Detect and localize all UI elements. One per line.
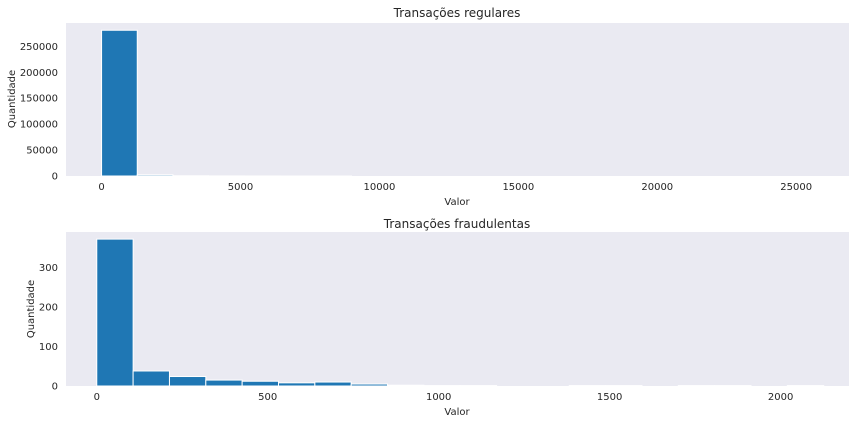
y-tick-label: 300 <box>39 263 58 274</box>
x-tick-label: 10000 <box>364 182 396 193</box>
x-tick-label: 5000 <box>228 182 253 193</box>
y-tick-label: 100000 <box>20 120 58 131</box>
x-tick-label: 1500 <box>597 392 622 403</box>
y-tick-label: 0 <box>52 172 58 183</box>
panel-fraud: Transações fraudulentas 0 500 1000 1500 2000… <box>26 217 849 418</box>
x-axis-label-fraud: Valor <box>444 407 470 418</box>
plot-area-regular <box>66 23 849 176</box>
y-tick-label: 50000 <box>26 146 58 157</box>
y-tick-label: 200000 <box>20 68 58 79</box>
histogram-bar <box>387 384 425 387</box>
x-tick-label: 1000 <box>426 392 451 403</box>
x-tick-label: 500 <box>258 392 277 403</box>
plot-area-fraud <box>66 232 849 386</box>
histogram-bar <box>168 376 207 387</box>
y-tick-label: 150000 <box>20 94 58 105</box>
histogram-bar <box>314 381 352 387</box>
histogram-bar <box>132 370 170 387</box>
histogram-bar <box>96 238 134 387</box>
histogram-bar <box>241 380 280 387</box>
x-axis-label-regular: Valor <box>444 197 470 208</box>
x-tick-label: 0 <box>94 392 100 403</box>
y-axis-label-fraud: Quantidade <box>26 280 37 338</box>
x-tick-label: 15000 <box>502 182 534 193</box>
x-tick-label: 0 <box>98 182 104 193</box>
x-ticks-fraud: 0 500 1000 1500 2000 <box>94 392 794 403</box>
histogram-bar <box>278 382 316 387</box>
bars-regular <box>101 29 352 177</box>
y-ticks-regular: 0 50000 100000 150000 200000 250000 <box>20 42 58 183</box>
x-tick-label: 25000 <box>780 182 812 193</box>
histogram-bar <box>136 174 174 177</box>
chart-title-regular: Transações regulares <box>393 6 521 20</box>
y-tick-label: 0 <box>52 382 58 393</box>
panel-regular: Transações regulares 0 5000 10000 15000 2000… <box>7 6 849 208</box>
histogram-bar <box>205 379 243 387</box>
y-ticks-fraud: 0 100 200 300 <box>39 263 58 392</box>
chart-title-fraud: Transações fraudulentas <box>383 217 530 231</box>
histogram-bar <box>350 383 389 387</box>
y-tick-label: 100 <box>39 342 58 353</box>
x-tick-label: 2000 <box>768 392 793 403</box>
x-tick-label: 20000 <box>641 182 673 193</box>
histogram-bar <box>101 29 138 177</box>
y-tick-label: 250000 <box>20 42 58 53</box>
y-tick-label: 200 <box>39 303 58 314</box>
x-ticks-regular: 0 5000 10000 15000 20000 25000 <box>98 182 812 193</box>
bars-fraud <box>96 238 825 387</box>
y-axis-label-regular: Quantidade <box>7 70 18 128</box>
